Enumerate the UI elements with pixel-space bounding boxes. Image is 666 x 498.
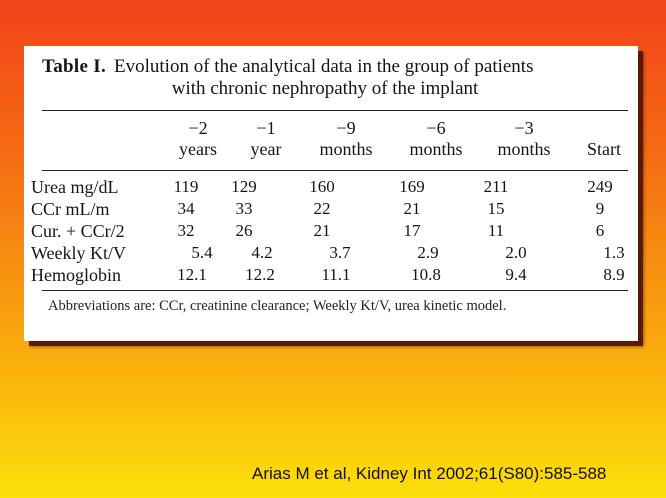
citation: Arias M et al, Kidney Int 2002;61(S80):5… xyxy=(252,464,607,483)
table-cell: 249 xyxy=(587,177,613,196)
table-cell: 8.9 xyxy=(603,265,625,284)
row-label: Urea mg/dL xyxy=(31,177,119,197)
table-card: Table I. Evolution of the analytical data… xyxy=(24,46,638,341)
table-cell: 9.4 xyxy=(505,265,527,284)
table-cell: 26 xyxy=(235,221,253,240)
table-cell: 129 xyxy=(231,177,257,196)
table-title: Table I. Evolution of the analytical data… xyxy=(42,56,632,100)
table-row: Urea mg/dL 119 129 160 169 211 249 xyxy=(24,176,638,198)
column-header: Start xyxy=(587,139,621,159)
table-title-line2: with chronic nephropathy of the implant xyxy=(171,78,479,99)
table-row: Cur. + CCr/2 32 26 21 17 11 6 xyxy=(24,220,638,242)
table-cell: 119 xyxy=(173,177,199,196)
row-label: CCr mL/m xyxy=(31,199,110,219)
table-cell: 32 xyxy=(177,221,195,240)
header-rule xyxy=(42,170,628,171)
table-cell: 6 xyxy=(595,221,605,240)
table-cell: 33 xyxy=(235,199,253,218)
table-cell: 21 xyxy=(403,199,421,218)
table-cell: 10.8 xyxy=(411,265,441,284)
row-label: Cur. + CCr/2 xyxy=(31,221,125,241)
table-cell: 3.7 xyxy=(329,243,351,262)
bottom-rule xyxy=(42,290,628,291)
column-header: −1 year xyxy=(250,118,282,159)
table-row: Weekly Kt/V 5.4 4.2 3.7 2.9 2.0 1.3 xyxy=(24,242,638,264)
row-label: Hemoglobin xyxy=(31,265,121,285)
table-cell: 12.2 xyxy=(245,265,275,284)
row-label: Weekly Kt/V xyxy=(31,243,127,263)
table-cell: 22 xyxy=(313,199,331,218)
table-cell: 5.4 xyxy=(191,243,213,262)
table-cell: 169 xyxy=(399,177,425,196)
column-header: −2 years xyxy=(179,118,217,159)
table-cell: 17 xyxy=(403,221,421,240)
table-row: CCr mL/m 34 33 22 21 15 9 xyxy=(24,198,638,220)
table-cell: 21 xyxy=(313,221,331,240)
table-cell: 15 xyxy=(487,199,505,218)
table-cell: 4.2 xyxy=(251,243,273,262)
top-rule xyxy=(42,110,628,111)
table-cell: 34 xyxy=(177,199,195,218)
table-cell: 2.9 xyxy=(417,243,439,262)
table-cell: 11 xyxy=(487,221,505,240)
table-label: Table I. xyxy=(42,56,107,77)
table-footnote: Abbreviations are: CCr, creatinine clear… xyxy=(48,298,507,314)
table-cell: 2.0 xyxy=(505,243,527,262)
table-title-line1: Evolution of the analytical data in the … xyxy=(114,56,534,77)
column-header: −9 months xyxy=(319,118,373,159)
table-cell: 11.1 xyxy=(321,265,351,284)
table-row: Hemoglobin 12.1 12.2 11.1 10.8 9.4 8.9 xyxy=(24,264,638,286)
table-cell: 9 xyxy=(595,199,605,218)
table-cell: 1.3 xyxy=(603,243,625,262)
column-header: −6 months xyxy=(409,118,463,159)
table-cell: 160 xyxy=(309,177,335,196)
table-cell: 12.1 xyxy=(177,265,207,284)
column-header: −3 months xyxy=(497,118,551,159)
table-cell: 211 xyxy=(483,177,509,196)
